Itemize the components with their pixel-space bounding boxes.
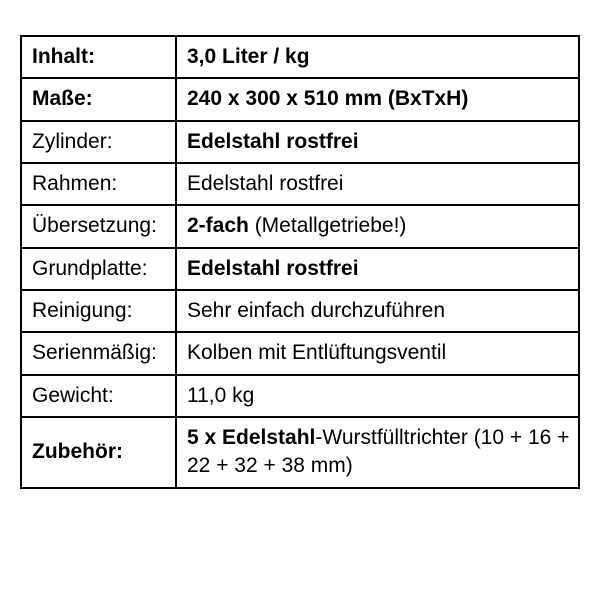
value-part: Edelstahl rostfrei	[187, 257, 359, 280]
row-value: Edelstahl rostfrei	[176, 248, 579, 290]
table-row: Gewicht: 11,0 kg	[21, 375, 579, 417]
row-value: Edelstahl rostfrei	[176, 163, 579, 205]
table-row: Zylinder: Edelstahl rostfrei	[21, 121, 579, 163]
spec-table-body: Inhalt: 3,0 Liter / kg Maße: 240 x 300 x 51…	[21, 36, 579, 488]
row-label: Reinigung:	[21, 290, 176, 332]
row-value: 5 x Edelstahl-Wurstfülltrichter (10 + 16…	[176, 417, 579, 488]
value-part: Kolben mit Entlüftungsventil	[187, 341, 446, 364]
row-value: 2-fach (Metallgetriebe!)	[176, 205, 579, 247]
value-part: 240 x 300 x 510 mm (BxTxH)	[187, 87, 468, 110]
row-label: Übersetzung:	[21, 205, 176, 247]
row-label: Grundplatte:	[21, 248, 176, 290]
row-label: Serienmäßig:	[21, 332, 176, 374]
value-part: 2-fach	[187, 214, 249, 237]
value-part: 5 x Edelstahl	[187, 426, 315, 449]
table-row: Rahmen: Edelstahl rostfrei	[21, 163, 579, 205]
value-part: Sehr einfach durchzuführen	[187, 299, 445, 322]
row-label: Zubehör:	[21, 417, 176, 488]
spec-table: Inhalt: 3,0 Liter / kg Maße: 240 x 300 x 51…	[20, 35, 580, 489]
table-row: Grundplatte: Edelstahl rostfrei	[21, 248, 579, 290]
value-part: Edelstahl rostfrei	[187, 172, 343, 195]
row-label: Zylinder:	[21, 121, 176, 163]
row-value: 11,0 kg	[176, 375, 579, 417]
row-label: Rahmen:	[21, 163, 176, 205]
row-label: Inhalt:	[21, 36, 176, 78]
row-value: 240 x 300 x 510 mm (BxTxH)	[176, 78, 579, 120]
spec-table-container: Inhalt: 3,0 Liter / kg Maße: 240 x 300 x 51…	[0, 0, 600, 509]
row-value: Edelstahl rostfrei	[176, 121, 579, 163]
table-row: Reinigung: Sehr einfach durchzuführen	[21, 290, 579, 332]
row-label: Gewicht:	[21, 375, 176, 417]
row-label: Maße:	[21, 78, 176, 120]
value-part: 3,0 Liter / kg	[187, 45, 310, 68]
table-row: Zubehör:5 x Edelstahl-Wurstfülltrichter …	[21, 417, 579, 488]
table-row: Serienmäßig: Kolben mit Entlüftungsventil	[21, 332, 579, 374]
value-part: 11,0 kg	[187, 384, 254, 407]
value-part: (Metallgetriebe!)	[249, 214, 407, 237]
row-value: Sehr einfach durchzuführen	[176, 290, 579, 332]
table-row: Inhalt: 3,0 Liter / kg	[21, 36, 579, 78]
value-part: Edelstahl rostfrei	[187, 130, 359, 153]
table-row: Maße: 240 x 300 x 510 mm (BxTxH)	[21, 78, 579, 120]
row-value: Kolben mit Entlüftungsventil	[176, 332, 579, 374]
row-value: 3,0 Liter / kg	[176, 36, 579, 78]
table-row: Übersetzung:2-fach (Metallgetriebe!)	[21, 205, 579, 247]
